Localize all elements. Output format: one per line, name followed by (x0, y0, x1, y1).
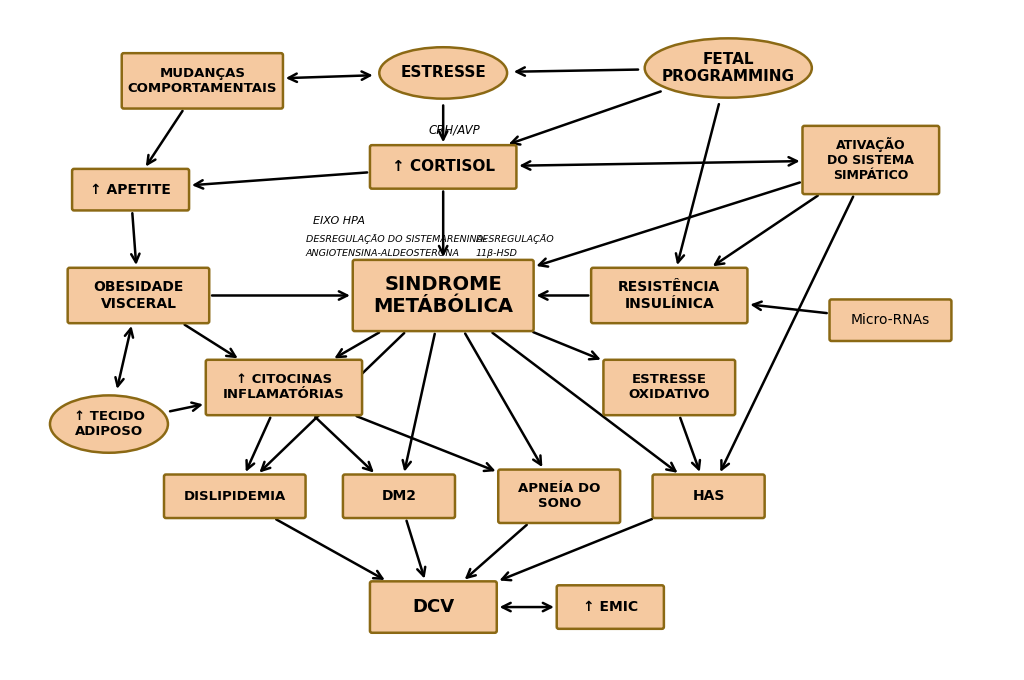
Text: Micro-RNAs: Micro-RNAs (851, 313, 930, 327)
Text: CRH/AVP: CRH/AVP (428, 124, 480, 137)
Text: FETAL
PROGRAMMING: FETAL PROGRAMMING (662, 52, 795, 84)
Text: ESTRESSE: ESTRESSE (400, 65, 486, 80)
FancyBboxPatch shape (499, 470, 621, 523)
Text: ↑ EMIC: ↑ EMIC (583, 600, 638, 614)
Text: SINDROME
METÁBÓLICA: SINDROME METÁBÓLICA (373, 275, 513, 316)
Text: MUDANÇAS
COMPORTAMENTAIS: MUDANÇAS COMPORTAMENTAIS (128, 67, 278, 95)
Text: ↑ CITOCINAS
INFLAMATÓRIAS: ↑ CITOCINAS INFLAMATÓRIAS (223, 373, 345, 401)
Text: ESTRESSE
OXIDATIVO: ESTRESSE OXIDATIVO (629, 373, 710, 401)
FancyBboxPatch shape (829, 299, 951, 341)
FancyBboxPatch shape (591, 268, 748, 323)
Text: DESREGULAÇÃO: DESREGULAÇÃO (475, 234, 554, 244)
FancyBboxPatch shape (370, 145, 516, 188)
Text: APNEÍA DO
SONO: APNEÍA DO SONO (518, 482, 600, 510)
Text: ATIVAÇÃO
DO SISTEMA
SIMPÁTICO: ATIVAÇÃO DO SISTEMA SIMPÁTICO (827, 137, 914, 182)
Text: HAS: HAS (692, 490, 725, 503)
Text: ↑ APETITE: ↑ APETITE (90, 183, 171, 197)
Text: RESISTÊNCIA
INSULÍNICA: RESISTÊNCIA INSULÍNICA (618, 280, 721, 311)
Text: EIXO HPA: EIXO HPA (313, 216, 366, 226)
Text: ANGIOTENSINA-ALDEOSTERONA: ANGIOTENSINA-ALDEOSTERONA (305, 250, 460, 258)
FancyBboxPatch shape (370, 581, 497, 633)
FancyBboxPatch shape (122, 53, 283, 109)
Ellipse shape (379, 47, 507, 99)
FancyBboxPatch shape (803, 126, 939, 194)
Text: DESREGULAÇÃO DO SISTEMARENINA-: DESREGULAÇÃO DO SISTEMARENINA- (305, 234, 486, 244)
Text: OBESIDADE
VISCERAL: OBESIDADE VISCERAL (93, 280, 183, 311)
FancyBboxPatch shape (206, 360, 362, 415)
Text: DM2: DM2 (382, 490, 417, 503)
FancyBboxPatch shape (603, 360, 735, 415)
Text: ↑ TECIDO
ADIPOSO: ↑ TECIDO ADIPOSO (74, 410, 144, 438)
FancyBboxPatch shape (164, 475, 305, 518)
Ellipse shape (50, 395, 168, 453)
Text: DCV: DCV (413, 598, 455, 616)
FancyBboxPatch shape (557, 585, 664, 629)
Text: 11β-HSD: 11β-HSD (475, 250, 517, 258)
Ellipse shape (645, 38, 812, 98)
Text: ↑ CORTISOL: ↑ CORTISOL (392, 159, 495, 174)
FancyBboxPatch shape (343, 475, 455, 518)
FancyBboxPatch shape (68, 268, 209, 323)
FancyBboxPatch shape (352, 260, 534, 331)
FancyBboxPatch shape (652, 475, 765, 518)
FancyBboxPatch shape (72, 169, 189, 210)
Text: DISLIPIDEMIA: DISLIPIDEMIA (183, 490, 286, 503)
